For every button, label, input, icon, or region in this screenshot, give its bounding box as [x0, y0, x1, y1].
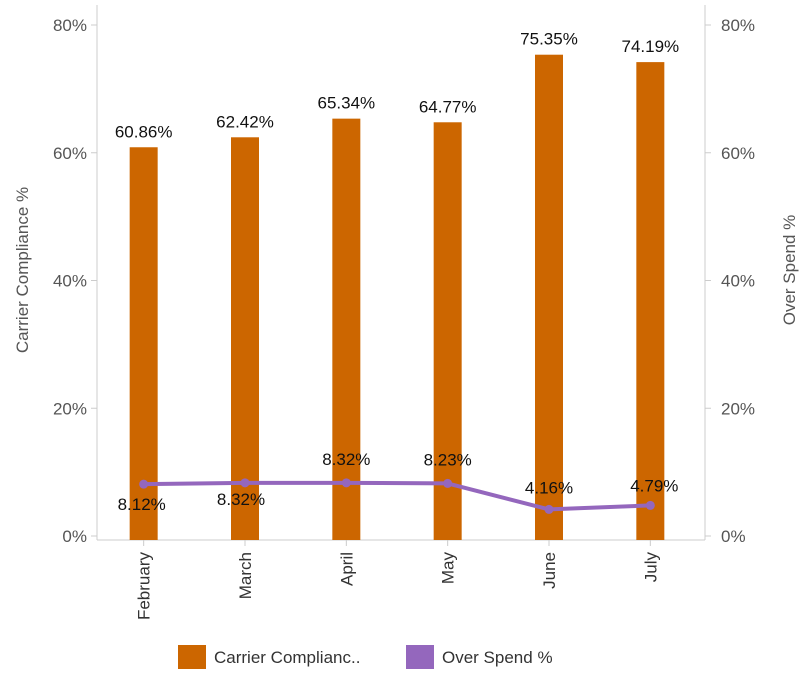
- legend-label-over-spend: Over Spend %: [442, 648, 553, 667]
- legend-swatch-carrier-compliance: [178, 645, 206, 669]
- line-point: [645, 500, 655, 510]
- bar-data-label: 75.35%: [520, 30, 578, 49]
- bar: [129, 147, 158, 540]
- left-tick-label: 60%: [53, 144, 87, 163]
- line-data-label: 4.16%: [525, 478, 573, 497]
- right-axis-ticks: 0% 20% 40% 60% 80%: [705, 16, 755, 546]
- line-point: [139, 479, 149, 489]
- line-data-label: 8.32%: [217, 490, 265, 509]
- line-data-label: 8.23%: [424, 450, 472, 469]
- left-tick-label: 20%: [53, 399, 87, 418]
- category-labels: February March April May June July: [135, 540, 660, 621]
- over-spend-line: [143, 480, 651, 512]
- bar-data-label: 74.19%: [621, 37, 679, 56]
- line-series: 8.12% 8.32% 8.32% 8.23% 4.16% 4.79%: [118, 450, 679, 514]
- line-point: [341, 478, 351, 488]
- bar: [535, 54, 563, 540]
- bar-data-label: 64.77%: [419, 97, 477, 116]
- bar-series: 60.86% 62.42% 65.34% 64.77% 75.35% 74.19%: [115, 30, 679, 541]
- bar: [332, 118, 361, 540]
- line-data-label: 4.79%: [630, 476, 678, 495]
- right-tick-label: 20%: [721, 399, 755, 418]
- line-point: [240, 478, 250, 488]
- x-tick-label: March: [236, 552, 255, 599]
- x-tick-label: February: [135, 552, 154, 621]
- bar-data-label: 62.42%: [216, 112, 274, 131]
- bar: [231, 137, 259, 541]
- right-axis-title: Over Spend %: [780, 215, 799, 326]
- line-data-label: 8.12%: [118, 495, 166, 514]
- bar-data-label: 65.34%: [317, 94, 375, 113]
- right-tick-label: 60%: [721, 144, 755, 163]
- legend-swatch-over-spend: [406, 645, 434, 669]
- line-data-label: 8.32%: [322, 450, 370, 469]
- right-tick-label: 0%: [721, 527, 746, 546]
- left-axis-title: Carrier Compliance %: [13, 187, 32, 353]
- left-tick-label: 40%: [53, 272, 87, 291]
- x-tick-label: April: [337, 552, 356, 586]
- left-tick-label: 0%: [62, 527, 87, 546]
- line-point: [544, 504, 554, 514]
- left-tick-label: 80%: [53, 16, 87, 35]
- x-tick-label: June: [540, 552, 559, 589]
- bar: [636, 62, 665, 540]
- legend-label-carrier-compliance: Carrier Complianc..: [214, 648, 360, 667]
- legend: Carrier Complianc.. Over Spend %: [178, 645, 553, 669]
- right-tick-label: 40%: [721, 272, 755, 291]
- bar: [433, 122, 462, 541]
- line-point: [443, 478, 453, 488]
- x-tick-label: May: [439, 552, 458, 585]
- x-tick-label: July: [641, 552, 660, 583]
- right-tick-label: 80%: [721, 16, 755, 35]
- left-axis-ticks: 0% 20% 40% 60% 80%: [53, 16, 97, 546]
- bar-data-label: 60.86%: [115, 122, 173, 141]
